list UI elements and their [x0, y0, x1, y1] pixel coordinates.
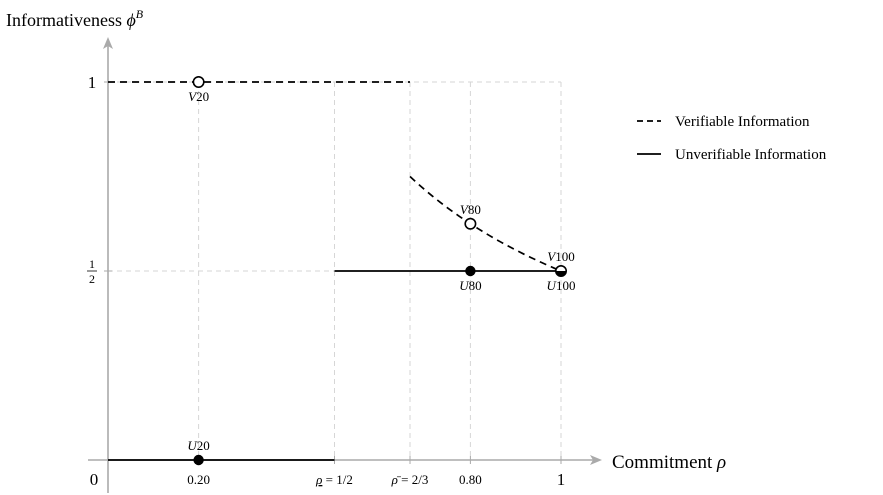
x-tick-label: 1 [557, 470, 566, 489]
x-axis-arrow [590, 455, 602, 465]
labels: V20 V80 V100 U20 U80 U100 Informativeness ϕB Co… [6, 7, 726, 489]
x-axis-title: Commitment ρ [612, 452, 726, 473]
x-tick-label: ρ̄ = 2/3 [391, 472, 429, 487]
point-label-v80: V80 [460, 202, 481, 217]
point-v20 [192, 76, 205, 89]
point-label-v20: V20 [188, 89, 209, 104]
axes [88, 37, 602, 493]
y-tick-label-numerator: 1 [89, 257, 95, 271]
legend: Verifiable Information Unverifiable Infor… [637, 114, 827, 163]
point-u100 [555, 271, 567, 277]
point-label-u80: U80 [459, 278, 481, 293]
y-axis-arrow [103, 37, 113, 49]
x-tick-label: 0.80 [459, 472, 482, 487]
y-axis-title: Informativeness ϕB [6, 7, 144, 30]
data-points [192, 76, 567, 466]
y-tick-label-denominator: 2 [89, 272, 95, 286]
point-label-u100: U100 [547, 278, 576, 293]
series-lines [108, 81, 562, 461]
x-tick-label: ρ = 1/2 [315, 472, 353, 487]
legend-label: Unverifiable Information [675, 147, 827, 163]
point-v80 [464, 217, 477, 230]
origin-label: 0 [90, 470, 99, 489]
legend-label: Verifiable Information [675, 114, 810, 130]
x-tick-label: 0.20 [187, 472, 210, 487]
point-label-v100: V100 [547, 249, 574, 264]
point-u20 [193, 454, 204, 466]
verifiable-line-segment [409, 175, 562, 272]
y-tick-label: 1 [88, 73, 97, 92]
point-label-u20: U20 [187, 438, 209, 453]
point-u80 [465, 265, 476, 277]
